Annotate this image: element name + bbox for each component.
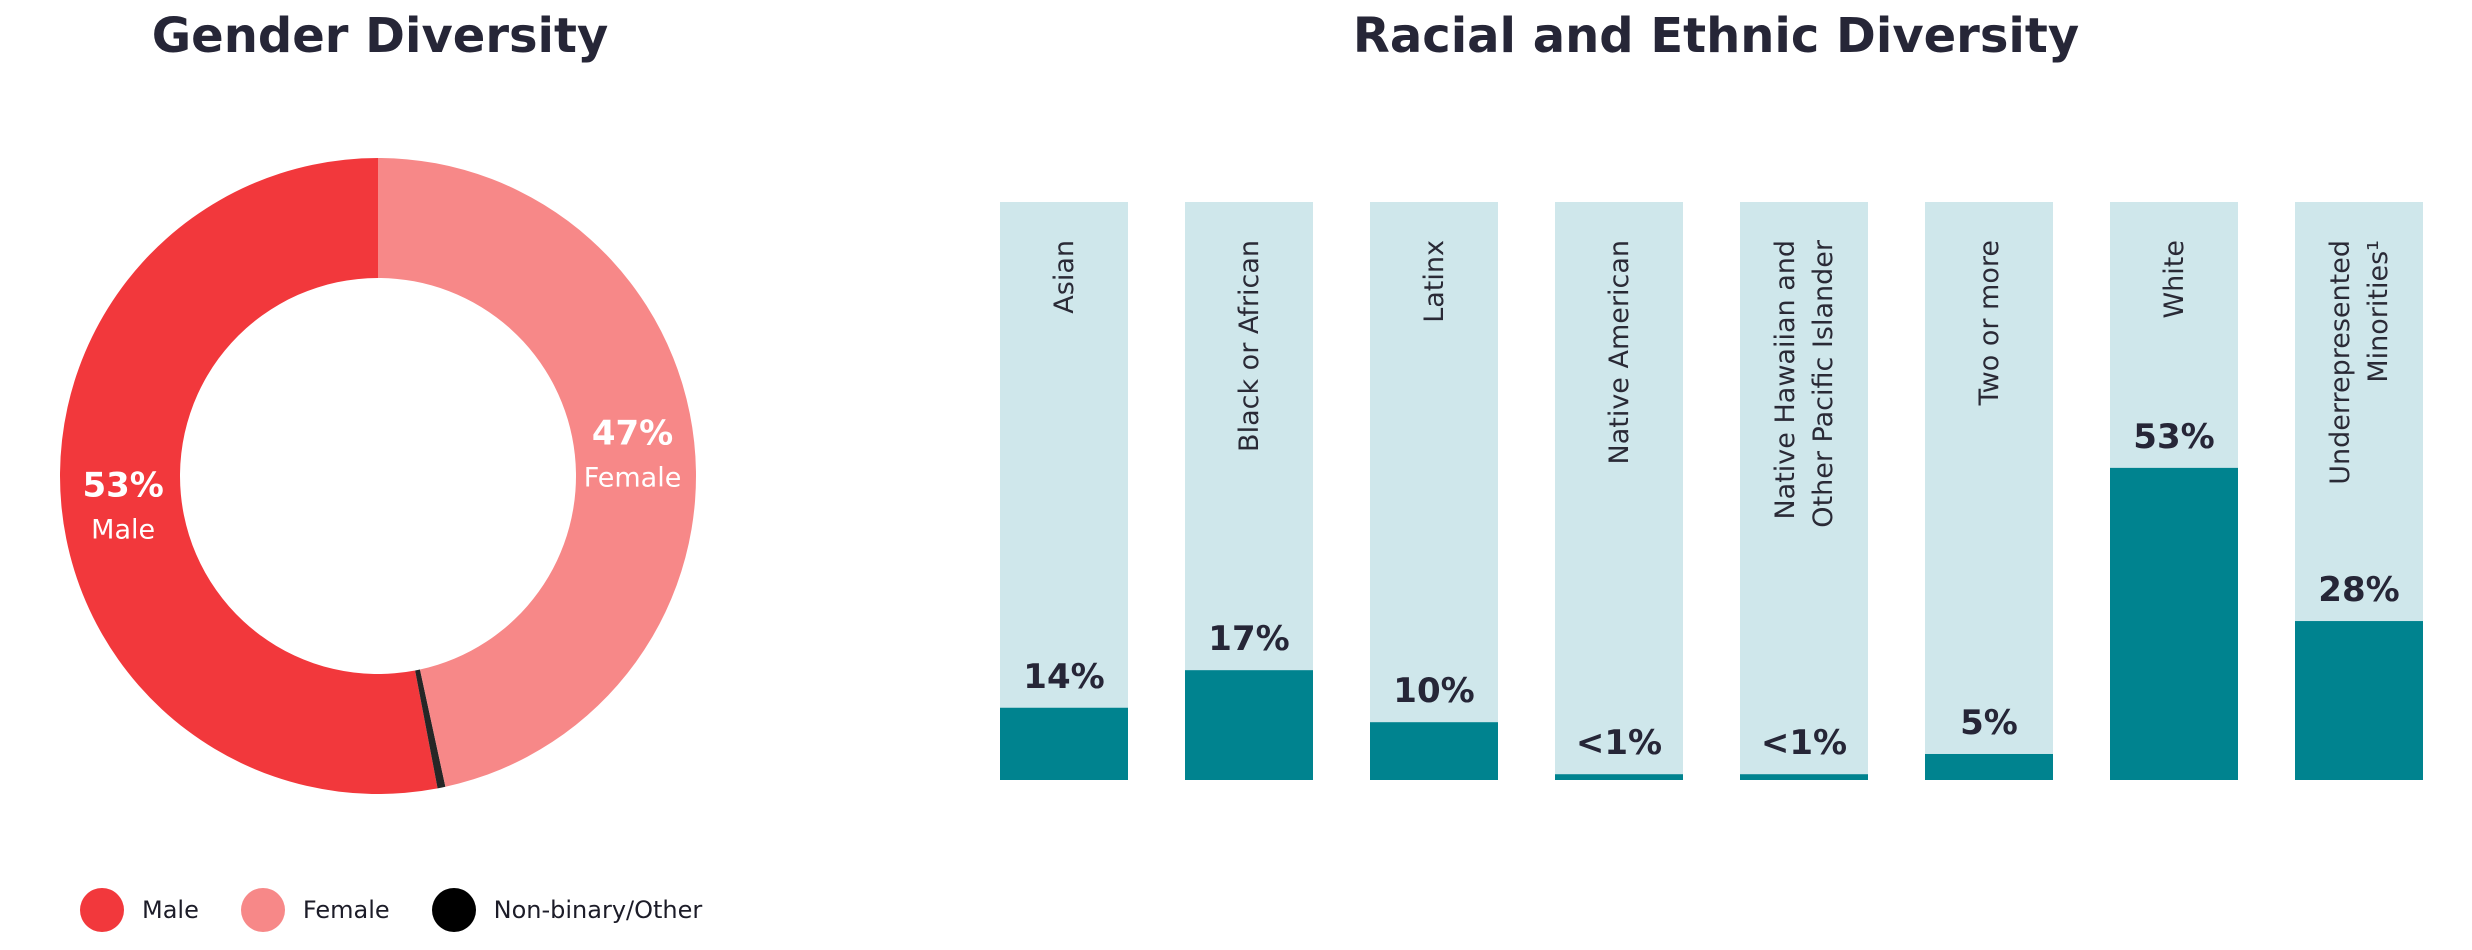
bar-1-category-line: Black or African [1234, 240, 1265, 452]
bar-3-track [1555, 202, 1683, 780]
bar-7-value: 28% [2318, 570, 2399, 610]
gender-legend: Male Female Non-binary/Other [80, 887, 744, 933]
bar-2-fill [1370, 722, 1498, 780]
donut-label-male: Male [91, 514, 155, 545]
bar-0-value: 14% [1023, 657, 1104, 697]
bar-1-fill [1185, 670, 1313, 780]
donut-value-male: 53% [82, 465, 163, 505]
bar-4-value: <1% [1761, 723, 1847, 763]
legend-swatch-male [80, 888, 124, 932]
bar-0-category-line: Asian [1049, 240, 1080, 314]
bar-3-category: Native American [1604, 240, 1635, 465]
bar-5-category-line: Two or more [1974, 240, 2005, 406]
bar-5-category: Two or more [1974, 240, 2005, 406]
race-bar-chart: 14% Asian 17% Black or African 10% Latinx <1% N… [1000, 202, 2423, 780]
bar-2-category-line: Latinx [1419, 240, 1450, 323]
bar-6-category: White [2159, 240, 2190, 319]
legend-swatch-nonbinary [431, 888, 476, 932]
bar-3-category-line: Native American [1604, 240, 1635, 465]
bar-0-category: Asian [1049, 240, 1080, 314]
bar-6-value: 53% [2133, 417, 2214, 457]
bar-1-category: Black or African [1234, 240, 1265, 452]
bar-6-category-line: White [2159, 240, 2190, 319]
bar-5-fill [1925, 753, 2053, 780]
gender-chart-title: Gender Diversity [151, 8, 609, 64]
bar-2-value: 10% [1393, 671, 1474, 711]
bar-0-track [1000, 202, 1128, 780]
legend-item-female: Female [240, 888, 390, 932]
bar-1-value: 17% [1208, 619, 1289, 659]
bar-4-category-line: Other Pacific Islander [1808, 239, 1839, 528]
bar-4-track [1740, 202, 1868, 780]
bar-2-track [1370, 202, 1498, 780]
bar-4-category: Native Hawaiian and Other Pacific Islande… [1770, 239, 1839, 528]
legend-label-male: Male [142, 896, 199, 924]
bar-2-category: Latinx [1419, 240, 1450, 323]
bar-5-track [1925, 202, 2053, 780]
bar-7-category-line: Minorities¹ [2363, 240, 2394, 383]
donut-slice-male [60, 158, 438, 794]
bar-7-category: Underrepresented Minorities¹ [2325, 240, 2394, 485]
legend-label-female: Female [302, 896, 390, 924]
legend-swatch-female [240, 888, 285, 932]
donut-slice-female [378, 158, 696, 787]
gender-donut-chart: 53% Male 47% Female <1% [60, 158, 696, 869]
donut-value-nonbinary: <1% [403, 831, 484, 869]
donut-slice-nonbinary [415, 669, 446, 789]
race-chart-title: Racial and Ethnic Diversity [1352, 8, 2080, 64]
bar-4-category-line: Native Hawaiian and [1770, 240, 1801, 520]
bar-7-fill [2295, 621, 2423, 780]
bar-7-category-line: Underrepresented [2325, 240, 2356, 485]
legend-item-nonbinary: Non-binary/Other [431, 888, 703, 932]
bar-6-fill [2110, 467, 2238, 780]
bar-3-value: <1% [1576, 723, 1662, 763]
bar-3-fill [1555, 774, 1683, 780]
donut-label-female: Female [584, 462, 682, 493]
legend-item-male: Male [80, 888, 199, 932]
bar-0-fill [1000, 707, 1128, 780]
bar-5-value: 5% [1960, 703, 2018, 743]
legend-label-nonbinary: Non-binary/Other [493, 896, 703, 924]
donut-value-female: 47% [592, 413, 673, 453]
bar-4-fill [1740, 774, 1868, 780]
